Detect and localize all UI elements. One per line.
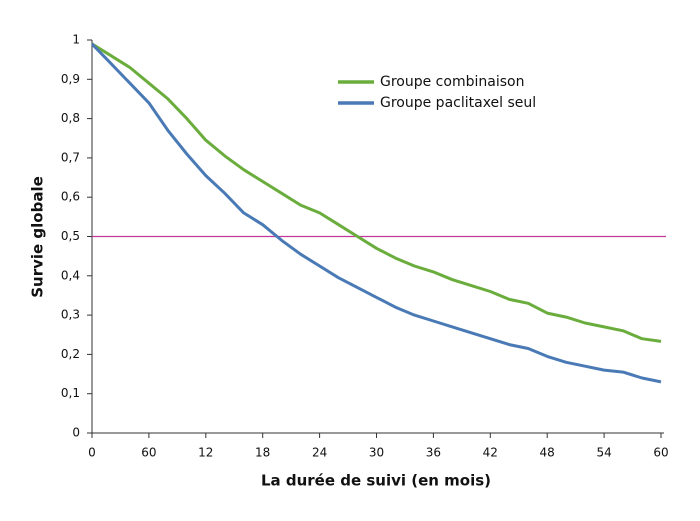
- x-tick-label: 30: [369, 446, 384, 460]
- y-tick-label: 0,6: [61, 190, 80, 204]
- x-tick-label: 36: [426, 446, 441, 460]
- y-tick-label: 0,1: [61, 386, 80, 400]
- x-tick-label: 60: [653, 446, 668, 460]
- legend-label: Groupe combinaison: [380, 74, 524, 90]
- y-tick-label: 1: [72, 33, 80, 47]
- x-tick-label: 12: [198, 446, 213, 460]
- y-axis-title: Survie globale: [29, 176, 47, 298]
- x-tick-label: 42: [483, 446, 498, 460]
- x-tick-label: 18: [255, 446, 270, 460]
- series-line: [91, 42, 662, 343]
- y-tick-label: 0,7: [61, 150, 80, 164]
- x-tick-label: 54: [596, 446, 611, 460]
- x-tick-label: 0: [88, 446, 96, 460]
- x-tick-label: 24: [312, 446, 327, 460]
- x-tick-label: 60: [141, 446, 156, 460]
- x-axis-title: La durée de suivi (en mois): [261, 472, 491, 490]
- y-tick-label: 0,3: [61, 308, 80, 322]
- y-tick-label: 0,2: [61, 347, 80, 361]
- legend-label: Groupe paclitaxel seul: [380, 95, 536, 111]
- y-tick-label: 0: [72, 426, 80, 440]
- y-tick-label: 0,8: [61, 111, 80, 125]
- y-tick-label: 0,5: [61, 229, 80, 243]
- series-line: [90, 42, 662, 384]
- y-tick-label: 0,4: [61, 268, 80, 282]
- y-tick-label: 0,9: [61, 72, 80, 86]
- x-tick-label: 48: [540, 446, 555, 460]
